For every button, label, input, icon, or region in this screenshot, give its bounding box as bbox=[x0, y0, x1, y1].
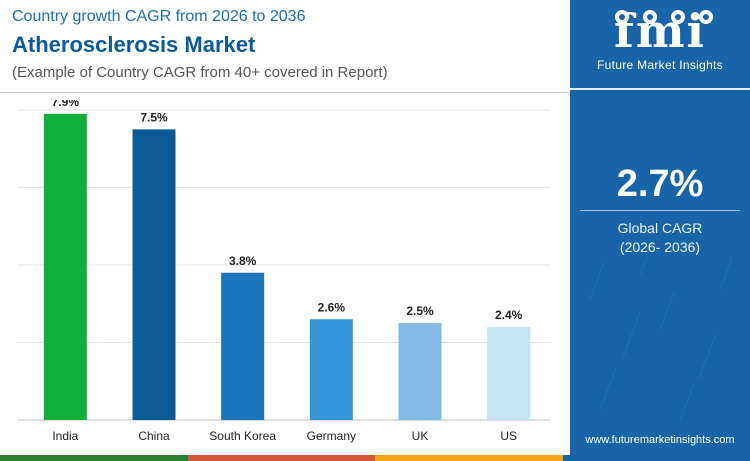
header-divider bbox=[0, 92, 568, 93]
website-url: www.futuremarketinsights.com bbox=[585, 434, 735, 446]
stripe-segment bbox=[0, 455, 188, 461]
category-tick-label: US bbox=[500, 429, 517, 443]
chart-title: Atherosclerosis Market bbox=[12, 32, 256, 57]
category-tick-label: China bbox=[138, 429, 170, 443]
bar-chart: 7.9% India 7.5% China 3.8% South Korea 2.6% Ger… bbox=[18, 100, 550, 443]
bar bbox=[487, 327, 531, 420]
bar-value-label: 2.5% bbox=[406, 304, 434, 318]
global-cagr-period: (2026- 2036) bbox=[619, 239, 701, 255]
bar-value-label: 2.4% bbox=[495, 308, 523, 322]
summary-sidebar: fmi Future Market Insights 2.7% Global C… bbox=[570, 0, 750, 455]
bar bbox=[221, 272, 265, 420]
category-tick-label: Germany bbox=[307, 429, 356, 443]
logo-icons bbox=[615, 10, 713, 24]
global-cagr-value: 2.7% bbox=[616, 163, 704, 205]
chart-eyebrow: Country growth CAGR from 2026 to 2036 bbox=[12, 8, 306, 25]
brand-mark: fmi bbox=[614, 4, 706, 58]
logo-divider bbox=[570, 88, 750, 90]
brand-name: Future Market Insights bbox=[597, 58, 723, 72]
stripe-segment bbox=[187, 455, 375, 461]
bar bbox=[398, 323, 442, 420]
stripe-segment bbox=[562, 455, 750, 461]
category-tick-label: UK bbox=[412, 429, 429, 443]
bar-value-label: 3.8% bbox=[229, 254, 257, 268]
chart-subtitle: (Example of Country CAGR from 40+ covere… bbox=[12, 64, 388, 81]
stripe-segment bbox=[375, 455, 563, 461]
brand-logo: fmi Future Market Insights bbox=[570, 6, 750, 72]
bar-value-label: 7.9% bbox=[52, 100, 80, 109]
bottom-color-stripe bbox=[0, 455, 750, 461]
chart-header: Country growth CAGR from 2026 to 2036 At… bbox=[12, 6, 562, 83]
background-streaks bbox=[589, 249, 733, 421]
bar bbox=[132, 129, 176, 420]
bar bbox=[43, 113, 87, 420]
global-cagr-label: Global CAGR bbox=[617, 220, 703, 236]
bar bbox=[309, 319, 353, 420]
bar-value-label: 2.6% bbox=[318, 300, 346, 314]
category-tick-label: India bbox=[52, 429, 78, 443]
bar-value-label: 7.5% bbox=[140, 110, 168, 124]
cagr-divider bbox=[580, 210, 740, 211]
category-tick-label: South Korea bbox=[209, 429, 276, 443]
